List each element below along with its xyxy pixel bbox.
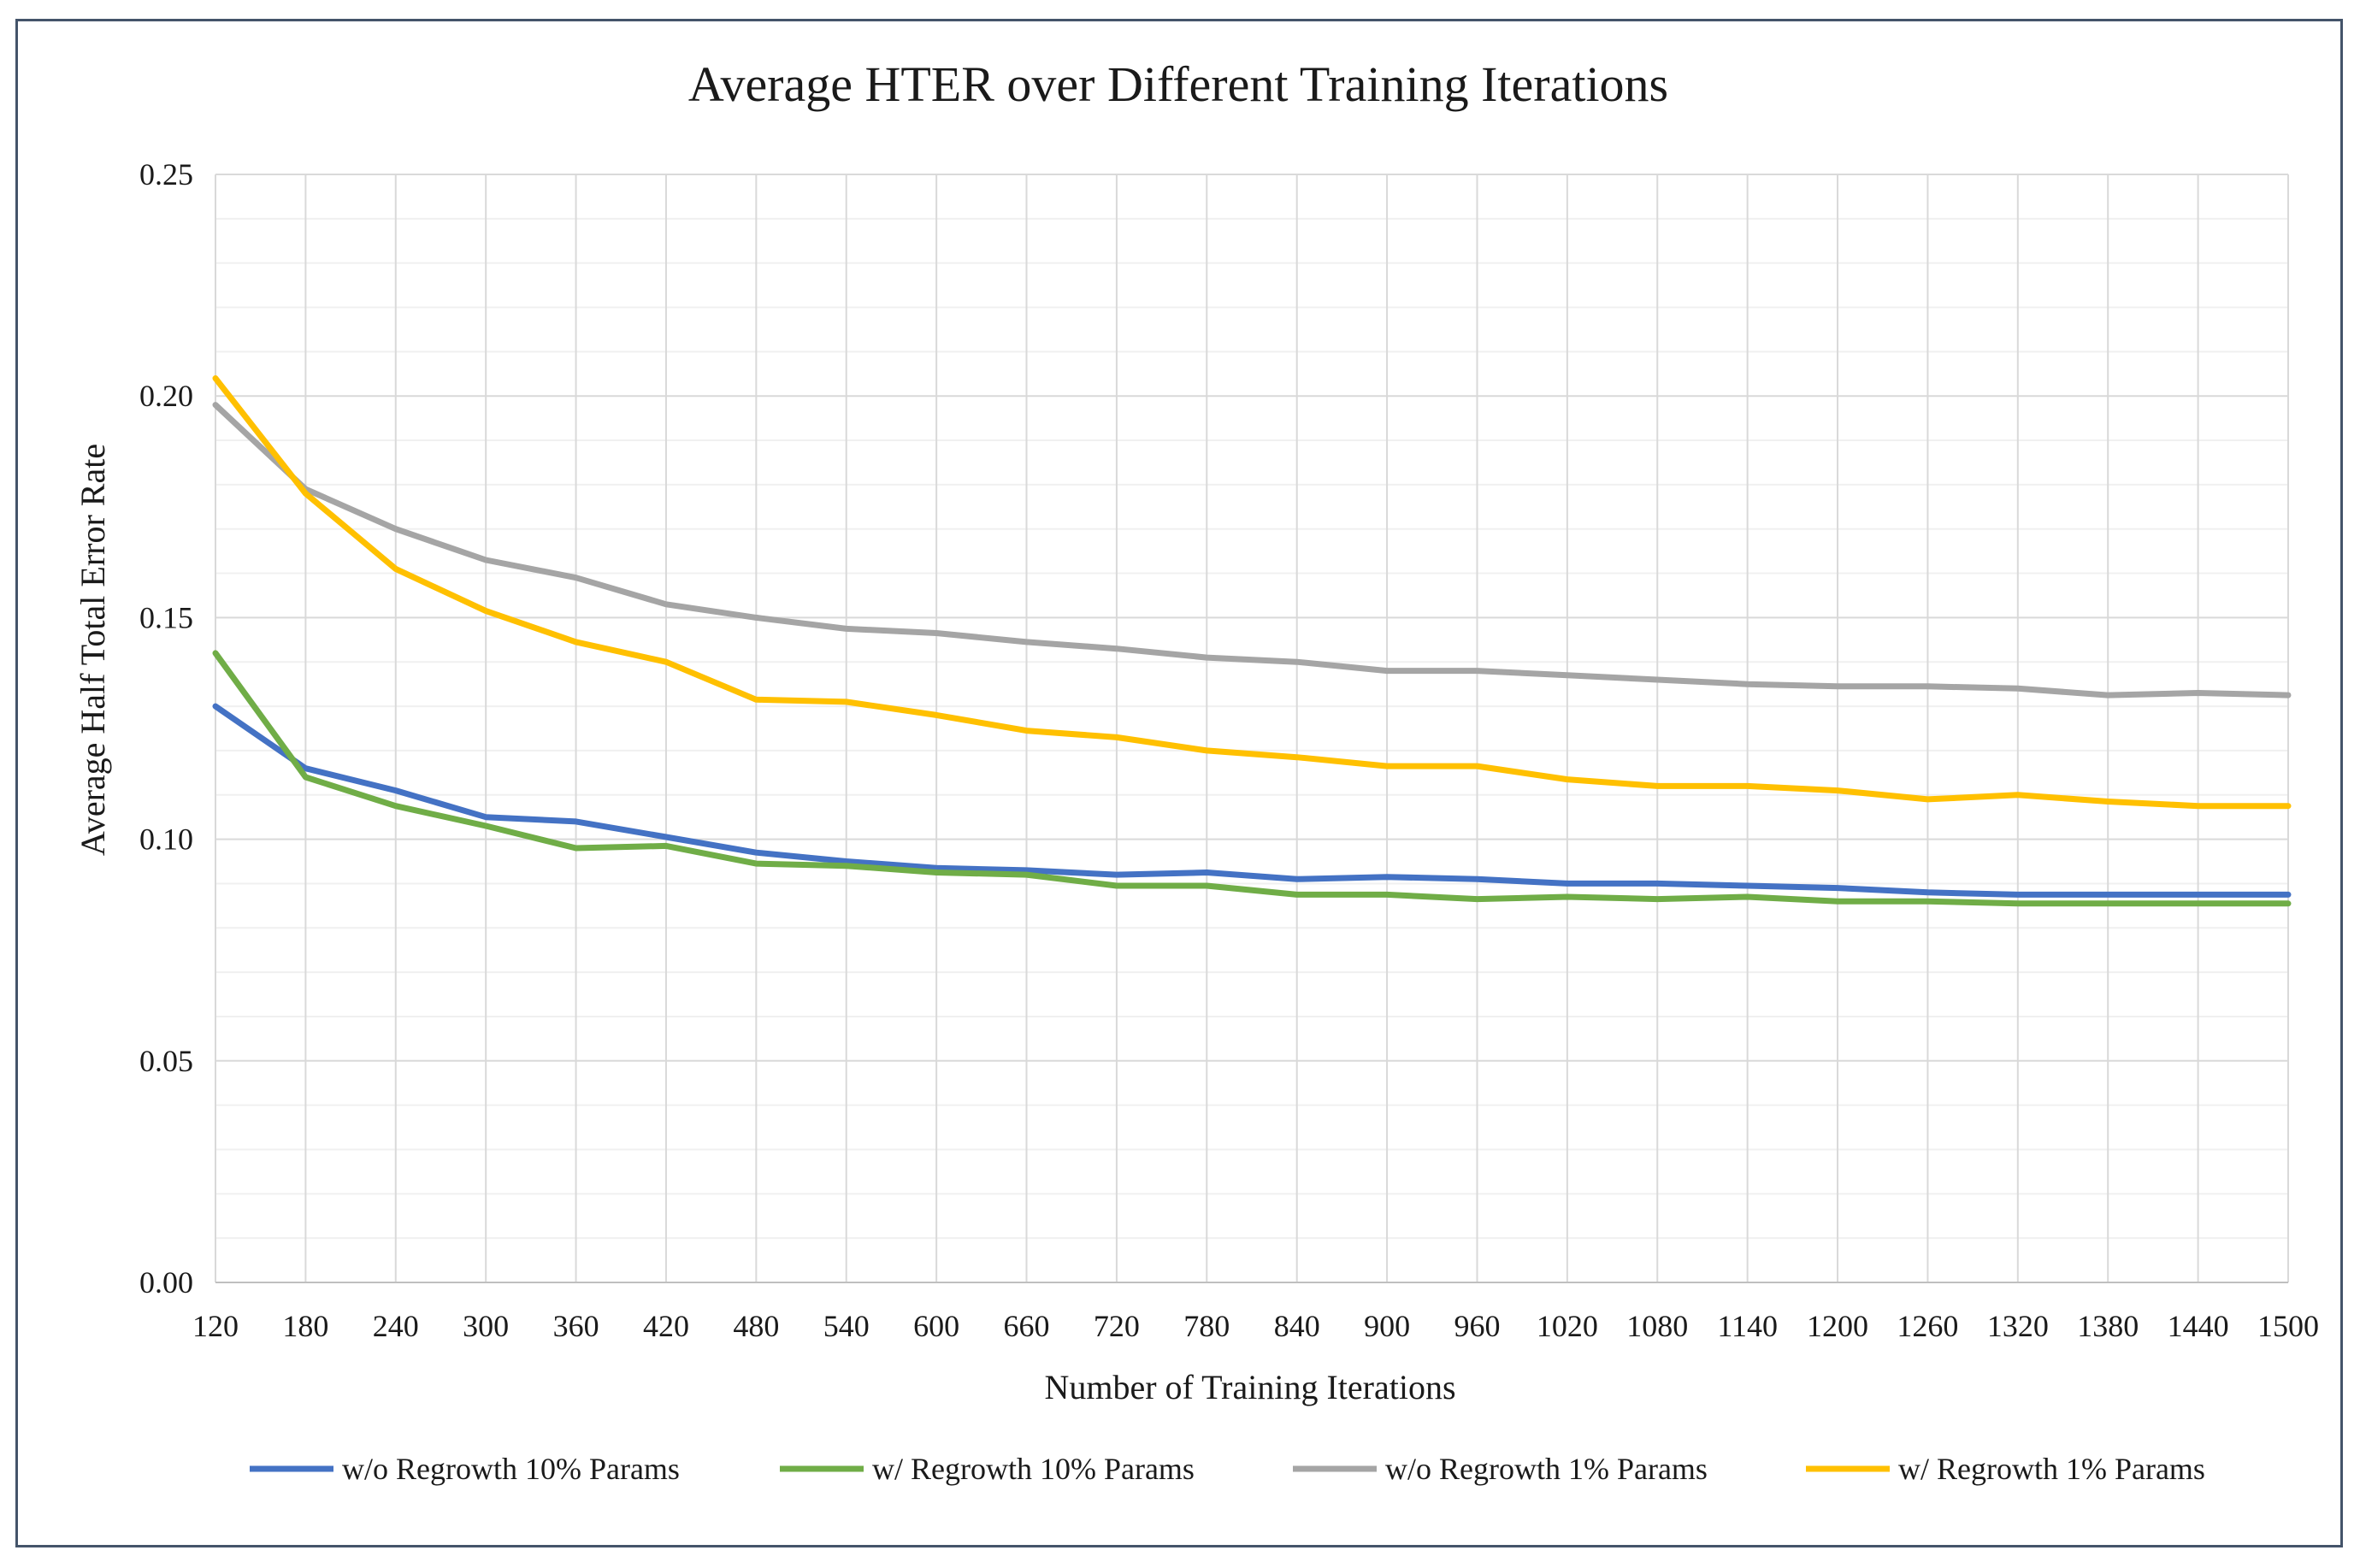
- x-tick-label: 840: [1274, 1309, 1320, 1343]
- x-tick-label: 180: [282, 1309, 328, 1343]
- x-tick-label: 1380: [2077, 1309, 2139, 1343]
- x-tick-label: 120: [192, 1309, 239, 1343]
- legend-label: w/ Regrowth 1% Params: [1898, 1452, 2205, 1486]
- chart-frame: [15, 19, 2343, 1547]
- x-tick-label: 1500: [2257, 1309, 2319, 1343]
- series-line-3: [212, 402, 2292, 699]
- x-tick-label: 780: [1183, 1309, 1230, 1343]
- x-tick-label: 1200: [1807, 1309, 1868, 1343]
- x-tick-label: 1320: [1987, 1309, 2049, 1343]
- x-tick-label: 1020: [1537, 1309, 1598, 1343]
- series-lines: [212, 375, 2292, 907]
- x-tick-label: 660: [1004, 1309, 1050, 1343]
- x-axis-title: Number of Training Iterations: [1044, 1368, 1455, 1406]
- x-tick-label: 1260: [1897, 1309, 1958, 1343]
- x-tick-label: 960: [1454, 1309, 1500, 1343]
- x-axis-ticks: 120 180 240 300 360 420 480 540 600 660 720 780 840 9…: [192, 1309, 2319, 1343]
- legend-item: w/ Regrowth 1% Params: [1806, 1452, 2205, 1486]
- y-tick-label: 0.25: [139, 157, 193, 192]
- y-axis-ticks: 0.00 0.05 0.10 0.15 0.20 0.25: [139, 157, 193, 1300]
- x-tick-label: 1440: [2168, 1309, 2229, 1343]
- x-tick-label: 900: [1364, 1309, 1410, 1343]
- x-tick-label: 360: [553, 1309, 599, 1343]
- x-tick-label: 540: [823, 1309, 870, 1343]
- legend-item: w/o Regrowth 1% Params: [1293, 1452, 1708, 1486]
- series-line-1: [212, 703, 2292, 898]
- x-tick-label: 1080: [1626, 1309, 1688, 1343]
- x-tick-label: 420: [643, 1309, 689, 1343]
- legend-label: w/ Regrowth 10% Params: [872, 1452, 1195, 1486]
- y-tick-label: 0.10: [139, 822, 193, 857]
- x-tick-label: 300: [463, 1309, 509, 1343]
- major-gridlines: [215, 174, 2289, 1283]
- legend: w/o Regrowth 10% Params w/ Regrowth 10% P…: [250, 1452, 2205, 1486]
- y-tick-label: 0.15: [139, 600, 193, 634]
- x-tick-label: 1140: [1717, 1309, 1778, 1343]
- x-tick-label: 600: [913, 1309, 959, 1343]
- legend-item: w/o Regrowth 10% Params: [250, 1452, 680, 1486]
- chart-title: Average HTER over Different Training Ite…: [688, 56, 1668, 112]
- y-tick-label: 0.00: [139, 1265, 193, 1300]
- y-tick-label: 0.05: [139, 1044, 193, 1078]
- x-tick-label: 480: [733, 1309, 779, 1343]
- minor-gridlines: [215, 217, 2288, 1240]
- series-line-2: [212, 650, 2292, 907]
- x-tick-label: 720: [1094, 1309, 1140, 1343]
- y-tick-label: 0.20: [139, 379, 193, 413]
- series-line-4: [212, 375, 2292, 810]
- legend-item: w/ Regrowth 10% Params: [780, 1452, 1195, 1486]
- legend-label: w/o Regrowth 10% Params: [342, 1452, 680, 1486]
- y-axis-title: Average Half Total Error Rate: [74, 444, 112, 856]
- x-tick-label: 240: [373, 1309, 419, 1343]
- legend-label: w/o Regrowth 1% Params: [1385, 1452, 1708, 1486]
